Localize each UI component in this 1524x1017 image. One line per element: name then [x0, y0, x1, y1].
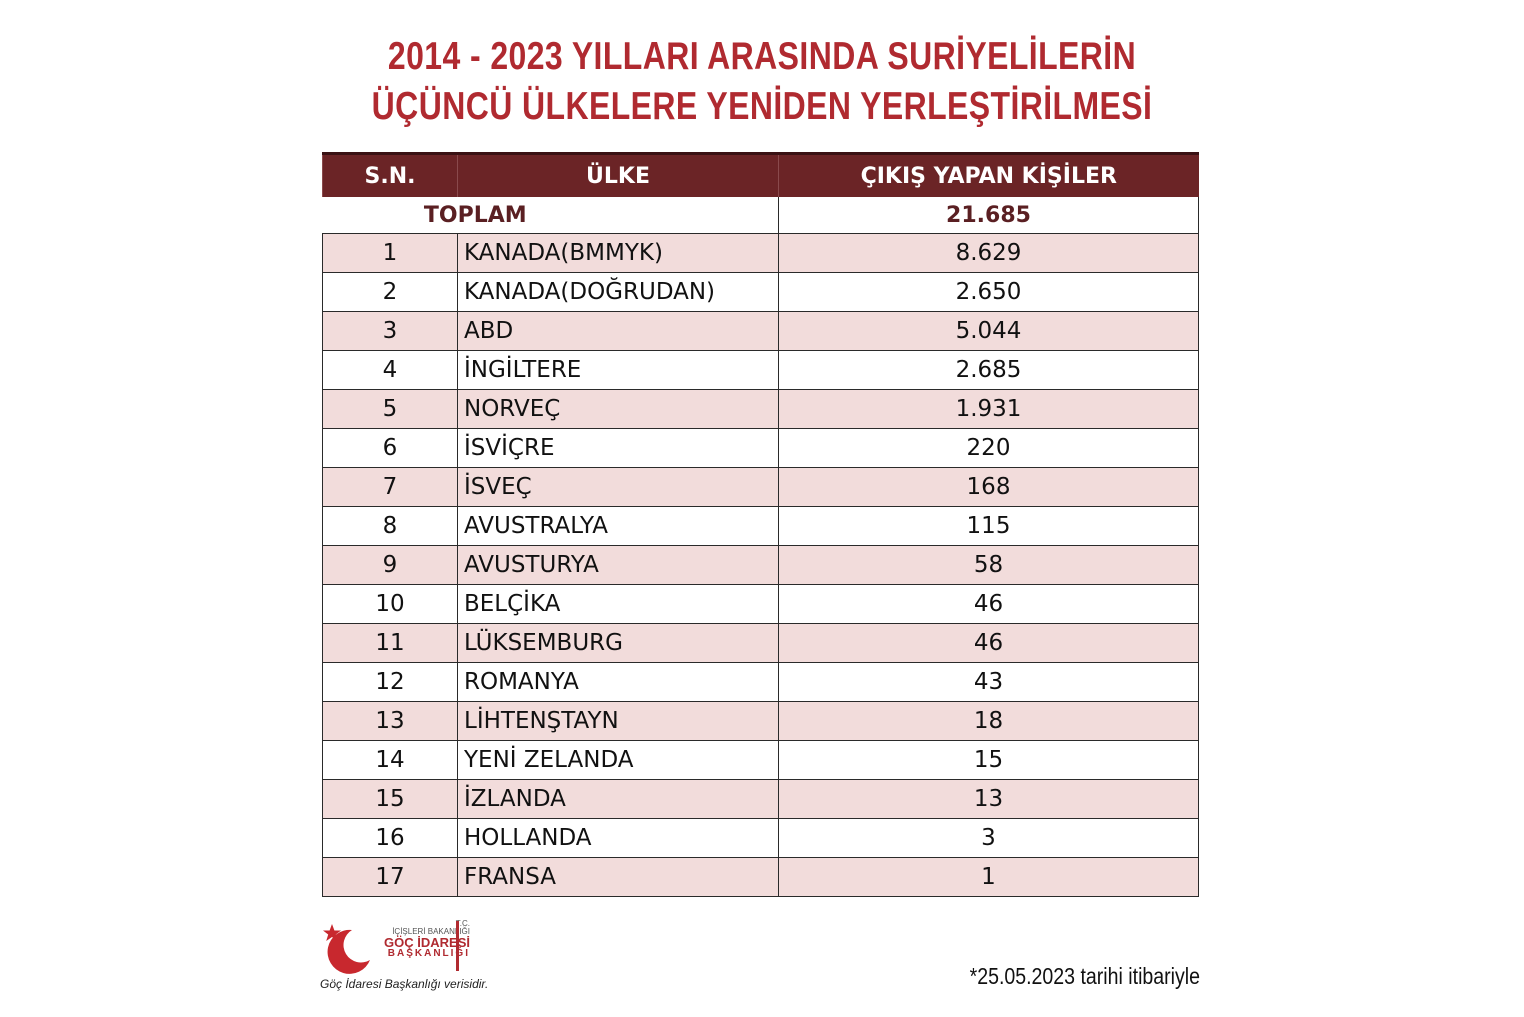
row-sn: 14 — [322, 740, 458, 780]
row-value: 5.044 — [778, 311, 1199, 351]
row-value: 1 — [778, 857, 1199, 897]
row-value: 220 — [778, 428, 1199, 468]
row-sn: 17 — [322, 857, 458, 897]
row-sn: 1 — [322, 233, 458, 273]
row-country: LÜKSEMBURG — [457, 623, 779, 663]
logo-divider — [456, 921, 459, 971]
row-country: KANADA(BMMYK) — [457, 233, 779, 273]
table-row: 9 AVUSTURYA 58 — [322, 545, 1199, 585]
row-country: KANADA(DOĞRUDAN) — [457, 272, 779, 312]
title-line-1: 2014 - 2023 YILLARI ARASINDA SURİYELİLER… — [387, 35, 1137, 78]
table-row: 4 İNGİLTERE 2.685 — [322, 350, 1199, 390]
row-sn: 7 — [322, 467, 458, 507]
row-country: NORVEÇ — [457, 389, 779, 429]
row-sn: 10 — [322, 584, 458, 624]
source-caption: Göç İdaresi Başkanlığı verisidir. — [320, 977, 489, 991]
row-value: 46 — [778, 584, 1199, 624]
row-country: İSVİÇRE — [457, 428, 779, 468]
table-row: 3 ABD 5.044 — [322, 311, 1199, 351]
table-row: 16 HOLLANDA 3 — [322, 818, 1199, 858]
row-sn: 9 — [322, 545, 458, 585]
row-country: FRANSA — [457, 857, 779, 897]
table-row: 1 KANADA(BMMYK) 8.629 — [322, 233, 1199, 273]
row-value: 15 — [778, 740, 1199, 780]
row-value: 3 — [778, 818, 1199, 858]
row-value: 2.650 — [778, 272, 1199, 312]
logo-text: T.C. İÇİŞLERİ BAKANLIĞI GÖÇ İDARESİ BAŞK… — [378, 920, 470, 959]
table-row: 13 LİHTENŞTAYN 18 — [322, 701, 1199, 741]
row-value: 1.931 — [778, 389, 1199, 429]
row-sn: 2 — [322, 272, 458, 312]
row-sn: 4 — [322, 350, 458, 390]
logo-tc: T.C. — [455, 919, 470, 928]
title-line-2: ÜÇÜNCÜ ÜLKELERE YENİDEN YERLEŞTİRİLMESİ — [371, 85, 1153, 128]
row-country: YENİ ZELANDA — [457, 740, 779, 780]
row-country: AVUSTURYA — [457, 545, 779, 585]
table-row: 6 İSVİÇRE 220 — [322, 428, 1199, 468]
row-value: 2.685 — [778, 350, 1199, 390]
row-sn: 13 — [322, 701, 458, 741]
crescent-star-icon — [323, 924, 370, 974]
table-row: 8 AVUSTRALYA 115 — [322, 506, 1199, 546]
total-value: 21.685 — [778, 197, 1199, 234]
row-sn: 5 — [322, 389, 458, 429]
row-country: ROMANYA — [457, 662, 779, 702]
row-country: ABD — [457, 311, 779, 351]
table-row: 15 İZLANDA 13 — [322, 779, 1199, 819]
row-value: 58 — [778, 545, 1199, 585]
table-row: 10 BELÇİKA 46 — [322, 584, 1199, 624]
row-value: 115 — [778, 506, 1199, 546]
table-row: 7 İSVEÇ 168 — [322, 467, 1199, 507]
row-sn: 12 — [322, 662, 458, 702]
total-label: TOPLAM — [322, 197, 779, 234]
row-sn: 15 — [322, 779, 458, 819]
logo-ministry: İÇİŞLERİ BAKANLIĞI — [392, 927, 470, 936]
row-value: 18 — [778, 701, 1199, 741]
row-country: İNGİLTERE — [457, 350, 779, 390]
goc-idaresi-logo: T.C. İÇİŞLERİ BAKANLIĞI GÖÇ İDARESİ BAŞK… — [320, 918, 480, 978]
total-row: TOPLAM 21.685 — [322, 197, 1199, 234]
table-row: 11 LÜKSEMBURG 46 — [322, 623, 1199, 663]
resettlement-table: S.N. ÜLKE ÇIKIŞ YAPAN KİŞİLER TOPLAM 21.… — [322, 152, 1199, 897]
header-country: ÜLKE — [457, 152, 779, 197]
table-row: 5 NORVEÇ 1.931 — [322, 389, 1199, 429]
row-sn: 8 — [322, 506, 458, 546]
row-country: İSVEÇ — [457, 467, 779, 507]
row-sn: 6 — [322, 428, 458, 468]
row-sn: 16 — [322, 818, 458, 858]
table-row: 12 ROMANYA 43 — [322, 662, 1199, 702]
row-value: 13 — [778, 779, 1199, 819]
row-value: 8.629 — [778, 233, 1199, 273]
row-country: İZLANDA — [457, 779, 779, 819]
row-sn: 3 — [322, 311, 458, 351]
header-sn: S.N. — [322, 152, 458, 197]
table-row: 2 KANADA(DOĞRUDAN) 2.650 — [322, 272, 1199, 312]
row-country: AVUSTRALYA — [457, 506, 779, 546]
logo-sub: BAŞKANLIĞI — [387, 948, 470, 959]
page-title: 2014 - 2023 YILLARI ARASINDA SURİYELİLER… — [137, 32, 1387, 132]
logo-name: GÖÇ İDARESİ — [384, 935, 470, 950]
table-header-row: S.N. ÜLKE ÇIKIŞ YAPAN KİŞİLER — [322, 152, 1199, 197]
row-value: 168 — [778, 467, 1199, 507]
table-row: 17 FRANSA 1 — [322, 857, 1199, 897]
table-row: 14 YENİ ZELANDA 15 — [322, 740, 1199, 780]
row-sn: 11 — [322, 623, 458, 663]
row-country: BELÇİKA — [457, 584, 779, 624]
row-value: 46 — [778, 623, 1199, 663]
header-people: ÇIKIŞ YAPAN KİŞİLER — [778, 152, 1199, 197]
row-country: LİHTENŞTAYN — [457, 701, 779, 741]
row-value: 43 — [778, 662, 1199, 702]
row-country: HOLLANDA — [457, 818, 779, 858]
date-footnote: *25.05.2023 tarihi itibariyle — [969, 963, 1200, 989]
